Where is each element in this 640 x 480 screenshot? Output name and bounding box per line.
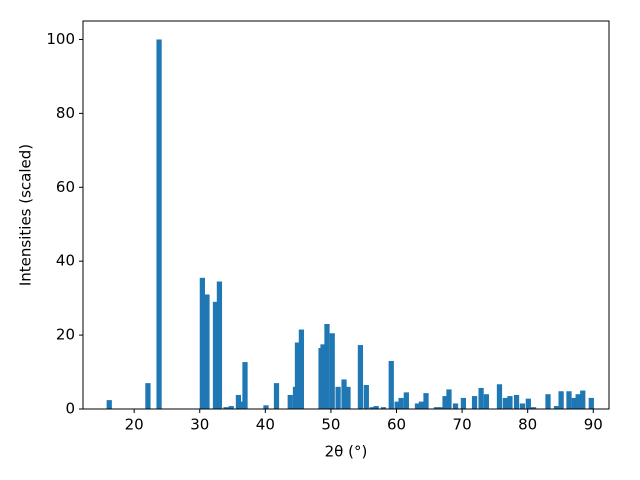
x-tick-label: 30	[190, 416, 209, 434]
bar	[324, 324, 330, 409]
y-tick-label: 100	[46, 30, 75, 48]
bar	[341, 379, 347, 409]
bar	[204, 294, 210, 409]
bar	[496, 384, 503, 409]
bar	[575, 394, 581, 409]
x-tick-label: 90	[584, 416, 603, 434]
x-axis-label: 2θ (°)	[325, 443, 368, 461]
bar	[212, 301, 219, 409]
bar	[373, 406, 379, 409]
bar	[357, 345, 364, 409]
bar	[380, 407, 387, 409]
bar	[369, 407, 375, 409]
bar	[525, 398, 531, 409]
bar	[571, 397, 577, 409]
bar	[442, 396, 448, 409]
bar	[287, 394, 293, 409]
bar	[394, 401, 400, 409]
bar	[588, 397, 594, 409]
bar	[228, 406, 234, 409]
bar	[502, 397, 508, 409]
bar	[507, 396, 513, 409]
bar	[483, 394, 489, 409]
bar	[471, 396, 478, 409]
bar	[398, 397, 404, 409]
bar	[414, 403, 421, 409]
bar	[446, 389, 452, 409]
bar	[156, 39, 162, 409]
bar	[329, 333, 335, 409]
bar	[388, 360, 394, 409]
bar	[242, 362, 248, 409]
y-tick-label: 60	[56, 178, 75, 196]
bar	[106, 400, 112, 409]
bar	[513, 394, 520, 409]
bar	[345, 386, 351, 409]
bar	[223, 407, 229, 409]
y-axis-label: Intensities (scaled)	[17, 144, 35, 286]
bar	[145, 383, 151, 409]
plot-frame	[82, 20, 610, 410]
bar	[460, 397, 467, 409]
x-tick-label: 70	[453, 416, 472, 434]
bar	[320, 344, 326, 409]
bar	[478, 387, 484, 409]
bar	[363, 384, 369, 409]
bar	[545, 394, 551, 409]
bar	[519, 403, 526, 409]
x-tick-label: 80	[518, 416, 537, 434]
bar	[199, 277, 205, 409]
y-tick-label: 80	[56, 104, 75, 122]
x-tick-label: 50	[321, 416, 340, 434]
y-tick-label: 0	[65, 400, 75, 418]
bar	[298, 329, 305, 409]
bar	[418, 401, 425, 409]
y-tick-label: 20	[56, 326, 75, 344]
bar	[433, 407, 440, 409]
bar	[580, 390, 586, 409]
y-tick-label: 40	[56, 252, 75, 270]
bar	[452, 403, 459, 409]
bar	[403, 392, 409, 409]
bar	[216, 281, 223, 409]
bar	[294, 342, 301, 409]
bar	[335, 386, 341, 409]
bar	[423, 393, 429, 409]
bar	[437, 407, 444, 409]
x-tick-label: 40	[256, 416, 275, 434]
bar	[553, 406, 560, 409]
bar	[558, 391, 564, 409]
bar	[530, 407, 537, 409]
x-tick-label: 60	[387, 416, 406, 434]
bar	[273, 383, 280, 409]
bar	[566, 391, 572, 409]
bar	[263, 405, 269, 409]
x-tick-label: 20	[125, 416, 144, 434]
bar	[238, 401, 244, 409]
